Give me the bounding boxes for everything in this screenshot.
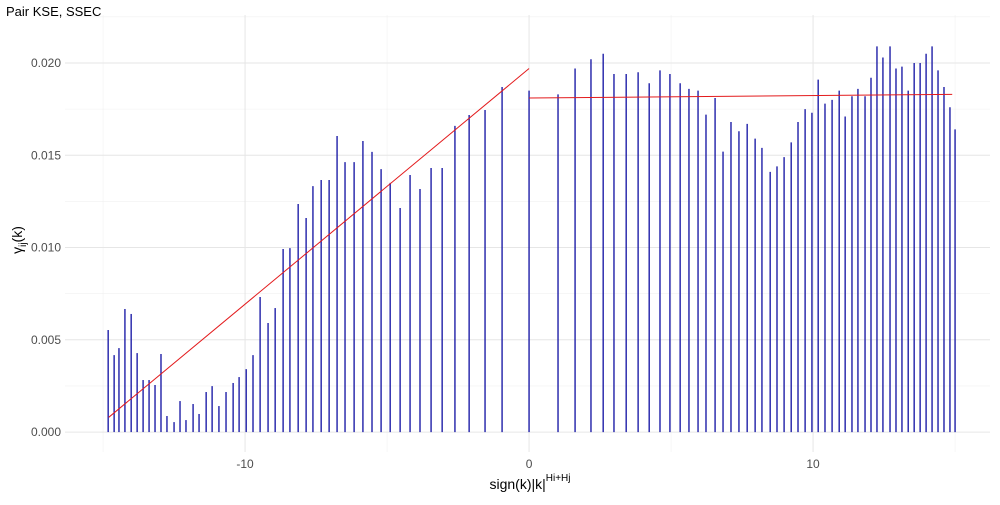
- chart-title: Pair KSE, SSEC: [6, 4, 101, 19]
- y-label-rest: (k): [9, 226, 25, 242]
- y-tick-label: 0.005: [31, 333, 61, 347]
- x-tick-label: 0: [526, 457, 533, 471]
- y-axis-label: γij(k): [9, 226, 29, 254]
- y-label-sub: ij: [18, 242, 29, 246]
- fit-line: [529, 93, 953, 99]
- x-tick-label: -10: [236, 457, 254, 471]
- fit-line: [108, 68, 530, 418]
- x-tick-label: 10: [806, 457, 820, 471]
- y-tick-label: 0.000: [31, 425, 61, 439]
- y-label-base: γ: [9, 247, 25, 254]
- x-axis-label: sign(k)|k|Hi+Hj: [489, 473, 570, 492]
- x-label-base: sign(k)|k|: [489, 476, 545, 492]
- y-tick-label: 0.015: [31, 148, 61, 162]
- y-tick-label: 0.020: [31, 56, 61, 70]
- y-tick-label: 0.010: [31, 241, 61, 255]
- marks: [107, 46, 956, 433]
- x-label-sup: Hi+Hj: [546, 473, 571, 484]
